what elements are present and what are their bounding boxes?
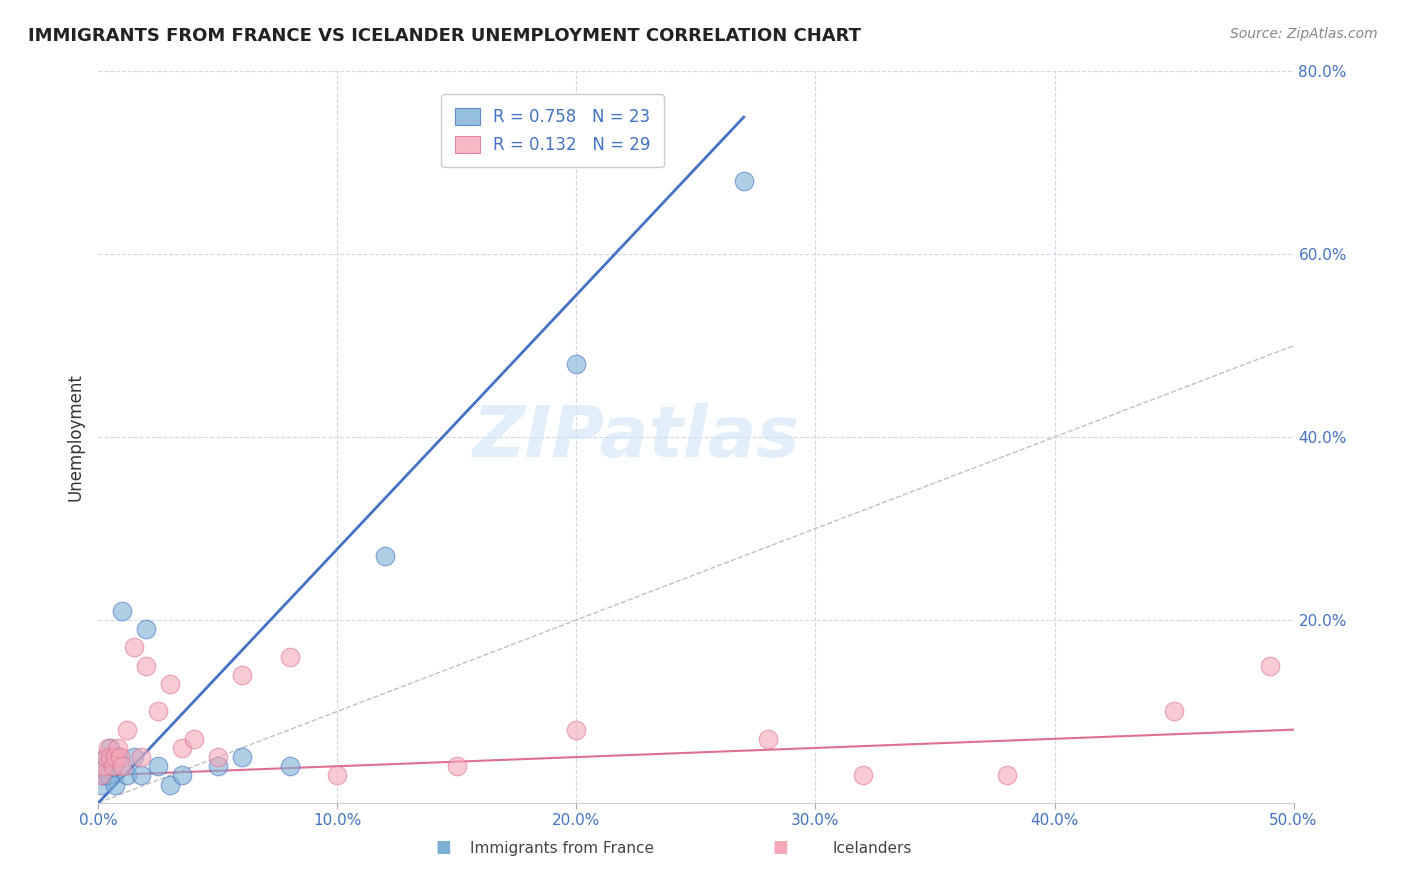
Text: ■: ■ [434,838,451,856]
Point [104,750,127,764]
Point [183,731,205,746]
Point [98,740,122,755]
Point [101,759,124,773]
Point [852,768,875,782]
Text: Icelanders: Icelanders [832,841,911,856]
Point [90,778,112,792]
Point [135,658,157,673]
Point [565,357,588,371]
Text: Immigrants from France: Immigrants from France [471,841,654,856]
Legend: R = 0.758   N = 23, R = 0.132   N = 29: R = 0.758 N = 23, R = 0.132 N = 29 [441,95,664,168]
Point [131,768,153,782]
Point [231,750,253,764]
Point [111,759,134,773]
Point [131,750,153,764]
Point [91,759,114,773]
Point [115,723,138,737]
Point [97,768,120,782]
Point [995,768,1018,782]
Point [172,740,194,755]
Point [207,759,229,773]
Point [90,768,112,782]
Point [278,759,301,773]
Point [104,778,127,792]
Point [756,731,779,746]
Point [565,723,588,737]
Point [94,750,117,764]
Point [733,174,755,188]
Point [94,750,117,764]
Text: ZIPatlas: ZIPatlas [472,402,800,472]
Point [107,750,129,764]
Y-axis label: Unemployment: Unemployment [66,373,84,501]
Point [326,768,349,782]
Point [207,750,229,764]
Point [98,750,122,764]
Point [231,667,253,681]
Text: IMMIGRANTS FROM FRANCE VS ICELANDER UNEMPLOYMENT CORRELATION CHART: IMMIGRANTS FROM FRANCE VS ICELANDER UNEM… [28,27,860,45]
Point [97,740,120,755]
Text: Source: ZipAtlas.com: Source: ZipAtlas.com [1230,27,1378,41]
Point [148,759,170,773]
Point [1163,705,1185,719]
Point [278,649,301,664]
Point [172,768,194,782]
Point [159,778,181,792]
Point [101,759,124,773]
Point [115,768,138,782]
Point [124,640,146,655]
Point [107,740,129,755]
Point [446,759,468,773]
Text: ■: ■ [772,838,789,856]
Point [124,750,146,764]
Point [91,768,114,782]
Point [111,604,134,618]
Point [94,759,117,773]
Point [108,750,131,764]
Point [374,549,396,563]
Point [135,622,157,636]
Point [159,677,181,691]
Point [1258,658,1281,673]
Point [148,705,170,719]
